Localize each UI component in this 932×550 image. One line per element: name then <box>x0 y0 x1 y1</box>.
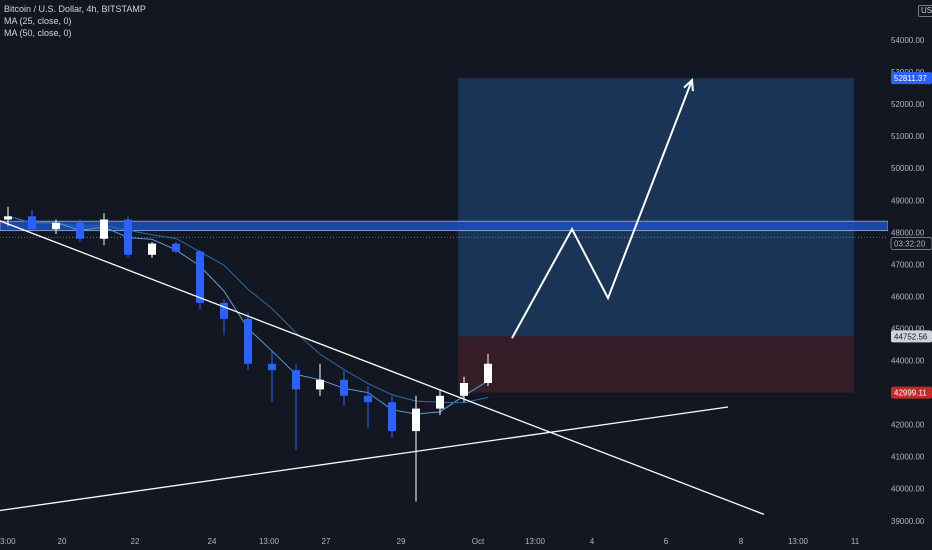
y-tick-label: 42000.00 <box>891 421 925 430</box>
y-tick-label: 50000.00 <box>891 164 925 173</box>
x-tick-label: 13:00 <box>788 537 809 546</box>
candle-body <box>292 370 300 390</box>
candle-body <box>124 219 132 255</box>
downtrend-line <box>0 220 765 515</box>
arrow-head <box>683 77 694 92</box>
candle-body <box>148 243 156 255</box>
x-tick-label: 20 <box>58 537 67 546</box>
y-tick-label: 48000.00 <box>891 228 925 237</box>
resistance-zone <box>0 220 889 232</box>
price-label: 42999.11 <box>894 389 927 398</box>
price-label-box <box>891 72 932 85</box>
x-tick-label: 13:00 <box>525 537 546 546</box>
price-label-box <box>891 330 932 343</box>
uptrend-line <box>0 406 729 512</box>
position-zones <box>458 78 854 393</box>
x-tick-label: 27 <box>322 537 331 546</box>
candle-body <box>196 251 204 303</box>
price-label-box <box>890 237 932 250</box>
candle-body <box>316 379 324 390</box>
candle-body <box>244 318 252 364</box>
y-tick-label: 46000.00 <box>891 292 925 301</box>
y-tick-label: 51000.00 <box>891 132 925 141</box>
candle-body <box>172 243 180 252</box>
candle-body <box>436 395 444 409</box>
ma50-line <box>7 215 489 404</box>
x-tick-label: 24 <box>208 537 217 546</box>
candle-body <box>52 222 60 230</box>
y-tick-label: 49000.00 <box>891 196 925 205</box>
price-label: 52811.37 <box>894 74 927 83</box>
y-tick-label: 44000.00 <box>891 357 925 366</box>
x-tick-label: 6 <box>664 537 669 546</box>
price-label: 44752.56 <box>894 332 928 341</box>
time-axis: 3:00 20 22 24 13:00 27 29 Oct 13:00 4 6 8 13:00 11 <box>0 530 932 550</box>
candle-body <box>484 363 492 383</box>
candle-body <box>76 222 84 239</box>
candle-body <box>100 219 108 239</box>
stop-zone <box>458 336 854 393</box>
y-tick-label: 47000.00 <box>891 260 925 269</box>
y-tick-label: 40000.00 <box>891 485 925 494</box>
candlesticks <box>4 206 492 502</box>
candle-body <box>460 382 468 396</box>
price-label: 03:32:20 <box>894 240 926 249</box>
y-tick-label: 41000.00 <box>891 453 925 462</box>
ma50-label[interactable]: MA (50, close, 0) <box>4 28 72 38</box>
chart-legend: Bitcoin / U.S. Dollar, 4h, BITSTAMP MA (… <box>4 3 146 39</box>
trendlines <box>0 220 765 515</box>
candle-body <box>340 379 348 396</box>
currency-badge[interactable]: USD <box>918 5 932 17</box>
candle-body <box>4 216 12 220</box>
symbol-title[interactable]: Bitcoin / U.S. Dollar, 4h, BITSTAMP <box>4 4 146 14</box>
y-tick-label: 39000.00 <box>891 517 925 526</box>
y-tick-label: 52000.00 <box>891 100 925 109</box>
candle-body <box>412 408 420 432</box>
price-axis: 54000.0053000.0052000.0051000.0050000.00… <box>888 0 932 550</box>
candle-body <box>364 395 372 403</box>
y-tick-label: 45000.00 <box>891 324 925 333</box>
axis-background <box>888 0 932 550</box>
x-tick-label: 13:00 <box>259 537 280 546</box>
x-tick-label: 29 <box>397 537 406 546</box>
x-tick-label: 11 <box>851 537 860 546</box>
y-tick-label: 54000.00 <box>891 36 925 45</box>
ma25-label[interactable]: MA (25, close, 0) <box>4 16 72 26</box>
x-tick-label: 3:00 <box>0 537 16 546</box>
candle-body <box>268 363 276 371</box>
candle-body <box>388 402 396 432</box>
x-tick-label: 8 <box>739 537 744 546</box>
target-zone <box>458 78 854 337</box>
candle-body <box>28 216 36 230</box>
time-axis-background <box>0 530 932 550</box>
x-tick-label: 22 <box>131 537 140 546</box>
x-tick-label: Oct <box>472 537 485 546</box>
price-label-box <box>891 386 932 399</box>
x-tick-label: 4 <box>590 537 595 546</box>
projection-arrow <box>511 77 694 339</box>
candle-body <box>220 302 228 319</box>
projection-path <box>511 79 693 339</box>
